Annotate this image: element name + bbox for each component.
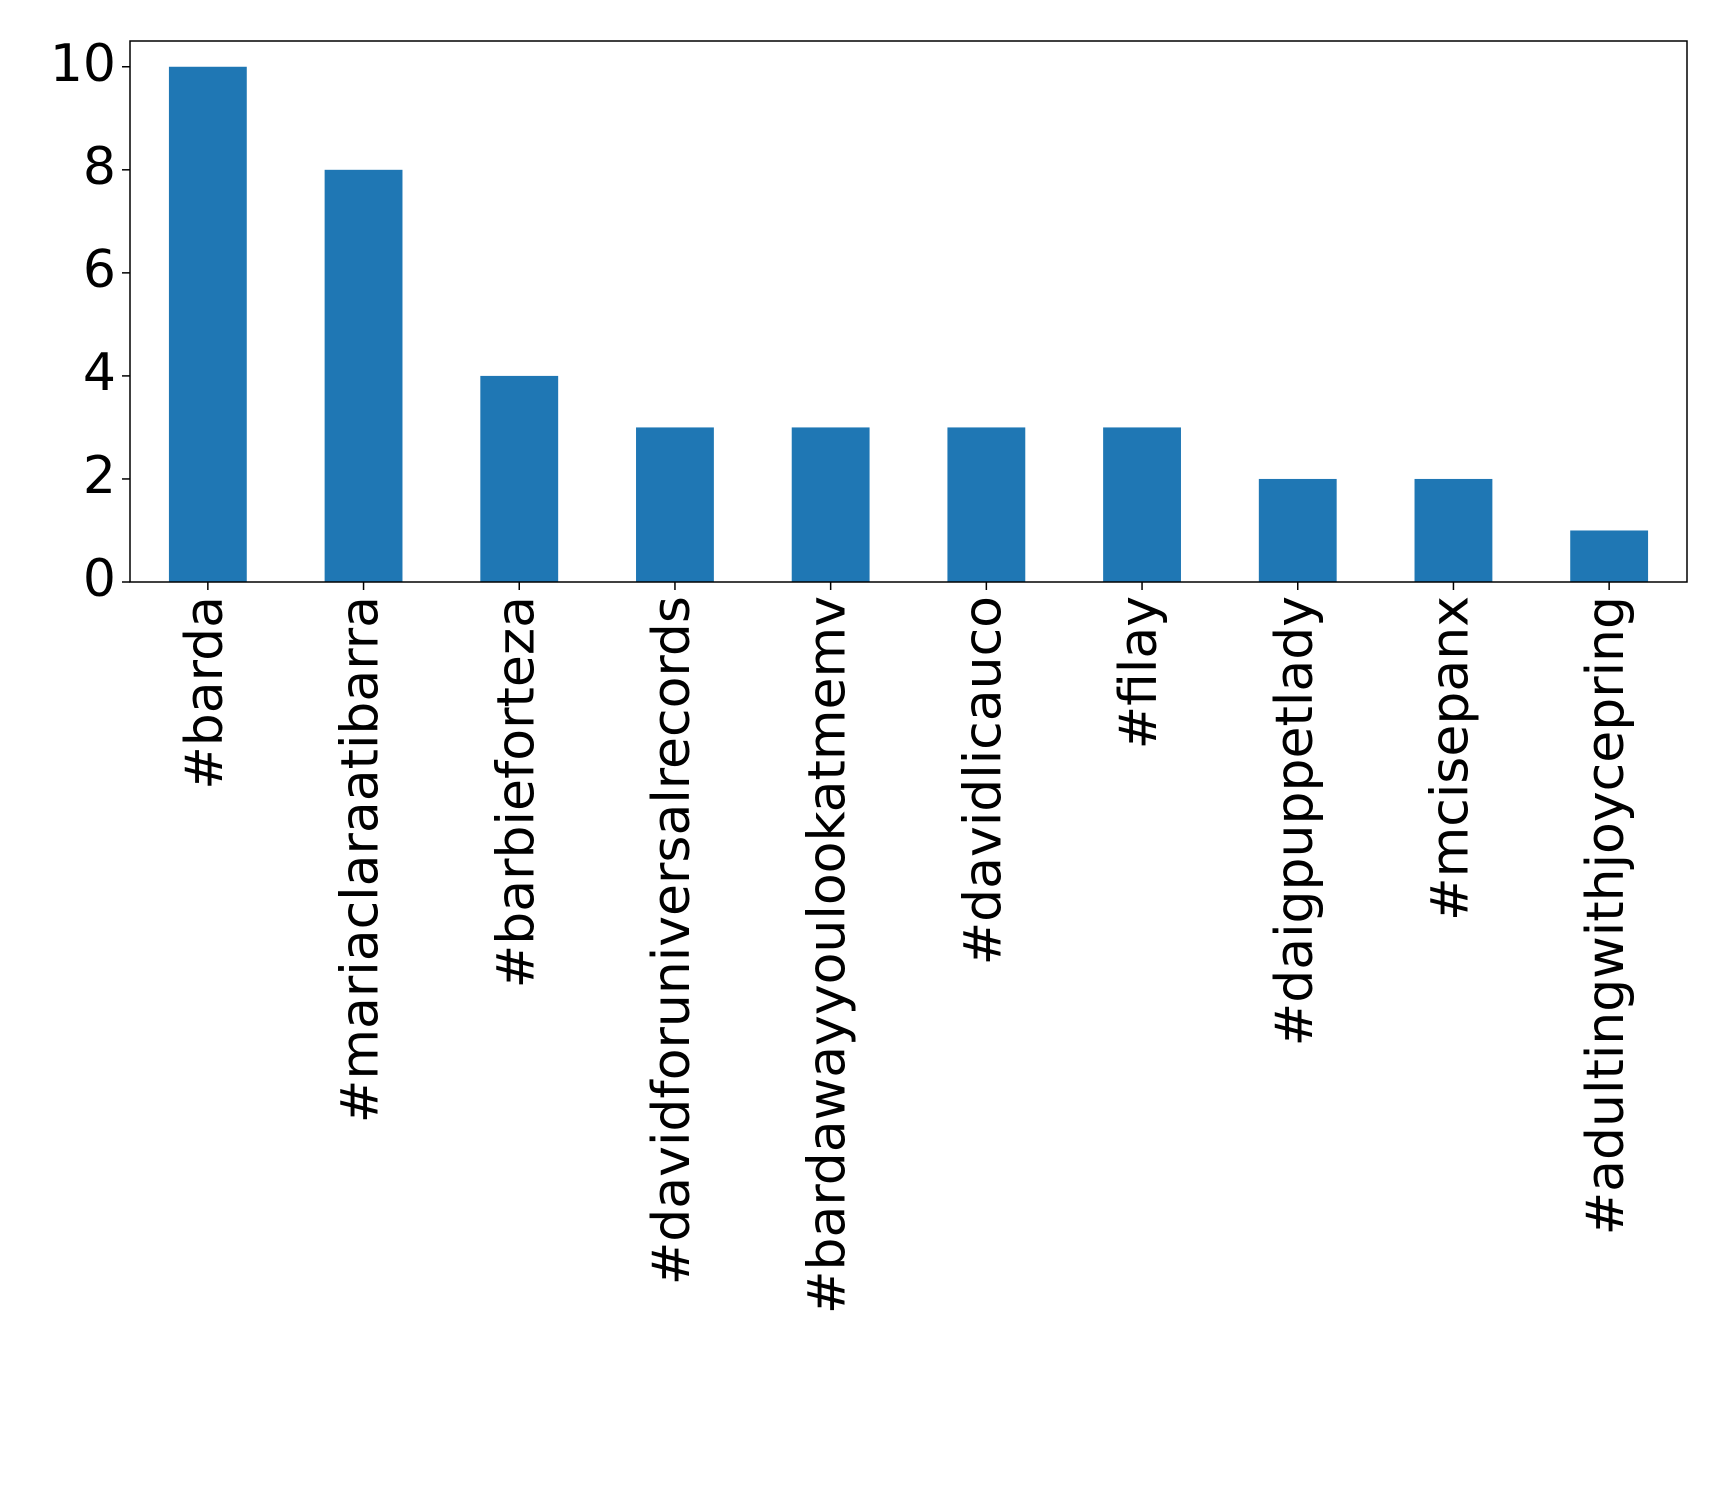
plot-frame bbox=[129, 40, 1688, 583]
x-tick-label: #barda bbox=[175, 596, 235, 790]
bar bbox=[1103, 427, 1181, 582]
bar bbox=[324, 169, 403, 583]
bar bbox=[1570, 530, 1649, 582]
x-tick-label: #bardawayyoulookatmemv bbox=[798, 596, 858, 1314]
bar bbox=[168, 66, 247, 582]
x-tick-label: #mariaclaraatibarra bbox=[331, 596, 391, 1123]
bar bbox=[636, 427, 714, 582]
x-tick-label: #mcisepanx bbox=[1420, 596, 1480, 921]
y-tick-label: 4 bbox=[83, 343, 116, 403]
bar bbox=[947, 427, 1026, 582]
y-tick-label: 0 bbox=[83, 549, 116, 609]
y-tick-label: 10 bbox=[50, 34, 116, 94]
bar bbox=[791, 427, 870, 582]
x-tick-label: #daigpuppetlady bbox=[1265, 596, 1325, 1046]
bar bbox=[1414, 478, 1493, 582]
x-tick-label: #davidforuniversalrecords bbox=[642, 596, 702, 1285]
y-tick-label: 6 bbox=[83, 240, 116, 300]
bar bbox=[1258, 478, 1337, 582]
x-tick-label: #adultingwithjoycepring bbox=[1576, 596, 1636, 1235]
y-tick-label: 8 bbox=[83, 137, 116, 197]
y-tick-label: 2 bbox=[83, 446, 116, 506]
x-tick-label: #barbieforteza bbox=[486, 596, 546, 988]
x-tick-label: #davidlicauco bbox=[953, 596, 1013, 965]
x-tick-label: #filay bbox=[1109, 596, 1169, 749]
bar bbox=[480, 375, 559, 582]
